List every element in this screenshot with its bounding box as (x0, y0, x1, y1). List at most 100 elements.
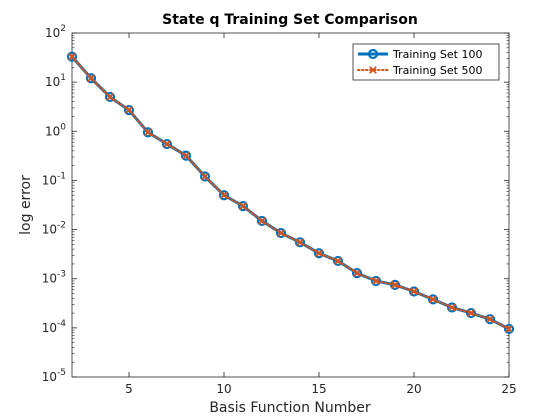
series-2-point-stroke (239, 202, 247, 210)
series-2-point (448, 303, 456, 312)
series-2-point (429, 295, 437, 304)
x-tick-label: 10 (216, 382, 231, 396)
series-2-point-stroke (448, 303, 456, 312)
series-2-point-stroke (296, 238, 304, 247)
series-2-point-stroke (429, 295, 437, 304)
y-tick-label: 10-1 (42, 171, 66, 187)
series-1-point (66, 51, 78, 62)
series-2-point (372, 277, 380, 285)
y-axis-label: log error (18, 175, 34, 235)
series-2-point (391, 281, 399, 289)
series-2-point (182, 151, 190, 160)
series-2-point-stroke (467, 309, 475, 317)
y-tick-label: 100 (45, 122, 66, 138)
series-2-point (315, 249, 323, 258)
legend-label-2: Training Set 500 (392, 64, 482, 77)
series-2-point (144, 128, 152, 137)
series-1-point (161, 138, 173, 150)
series-1-point (218, 190, 230, 201)
series-2-point-stroke (163, 140, 171, 148)
series-2-point-stroke (372, 277, 380, 285)
series-2-point (410, 287, 418, 296)
series-2-point-stroke (315, 249, 323, 258)
series-1-point (503, 323, 515, 335)
y-tick-label: 102 (45, 24, 66, 40)
series-1-point (85, 73, 97, 84)
series-2-point-stroke (106, 93, 114, 101)
series-2-point (201, 172, 209, 181)
series-1-point (275, 227, 287, 239)
series-2-point (296, 238, 304, 247)
series-1-point (256, 215, 268, 227)
series-2-point (220, 191, 228, 200)
series-2-point (505, 325, 513, 333)
series-1-point (484, 314, 496, 325)
series-2-point (486, 315, 494, 324)
series-1-point (465, 307, 477, 319)
series-1-point (123, 104, 135, 116)
x-tick-label: 15 (311, 382, 326, 396)
x-tick-label: 5 (125, 382, 133, 396)
legend-marker-2 (369, 66, 377, 74)
y-tick-label: 10-2 (42, 221, 66, 237)
legend-entries: Training Set 100 Training Set 500 (357, 48, 482, 77)
ticks-layer: 5 10 15 20 25 102 101 100 10-1 10-2 10-3 10-4 10-5 (42, 24, 517, 396)
series-1-point (351, 268, 363, 279)
series-1-point (142, 127, 154, 138)
series-2-point-stroke (144, 128, 152, 137)
y-tick-label: 10-4 (42, 319, 67, 335)
series-1-point (294, 237, 306, 248)
series-2-point-stroke (353, 269, 361, 277)
series-2-point (277, 229, 285, 237)
chart-title: State q Training Set Comparison (162, 12, 418, 28)
series-2-point-stroke (391, 281, 399, 289)
series-1-point (427, 294, 439, 305)
series-2-point (106, 93, 114, 101)
legend: Training Set 100 Training Set 500 (352, 43, 500, 81)
series-2-point (239, 202, 247, 210)
plot-area (71, 32, 510, 378)
series-2-point-stroke (125, 106, 133, 114)
series-2-point-stroke (505, 325, 513, 333)
series-layer (66, 51, 515, 335)
x-axis-label: Basis Function Number (209, 400, 371, 416)
series-2-point (467, 309, 475, 317)
series-1-point (446, 302, 458, 313)
legend-marker-2-stroke (369, 66, 377, 74)
series-2-point (125, 106, 133, 114)
series-2-point-stroke (334, 257, 342, 265)
series-1-point (313, 248, 325, 259)
legend-label-1: Training Set 100 (392, 48, 482, 61)
series-1-point (370, 275, 382, 287)
series-2-point-stroke (486, 315, 494, 324)
legend-marker-1 (367, 48, 379, 60)
series-2-point-stroke (258, 217, 266, 225)
legend-box (352, 43, 500, 81)
y-tick-label: 10-3 (42, 270, 66, 286)
series-2-point-stroke (68, 52, 76, 61)
series-1-point (332, 255, 344, 267)
series-2-point (163, 140, 171, 148)
series-2-point-stroke (201, 172, 209, 181)
series-2-point (258, 217, 266, 225)
y-tick-label: 10-5 (42, 368, 66, 384)
series-2-point (68, 52, 76, 61)
y-tick-label: 101 (45, 73, 66, 89)
series-line-2 (71, 55, 510, 330)
series-2-point-stroke (182, 151, 190, 160)
x-tick-label: 20 (406, 382, 421, 396)
series-1-point (104, 91, 116, 103)
series-2-point-stroke (410, 287, 418, 296)
x-tick-label: 25 (501, 382, 516, 396)
series-1-point (180, 150, 192, 161)
series-2-point (334, 257, 342, 265)
series-1-point (199, 171, 211, 182)
series-2-point (87, 74, 95, 83)
series-2-point-stroke (277, 229, 285, 237)
series-1-point (237, 201, 249, 212)
series-2-point-stroke (220, 191, 228, 200)
series-2-point-stroke (87, 74, 95, 83)
series-2-point (353, 269, 361, 277)
series-1-point (408, 286, 420, 297)
